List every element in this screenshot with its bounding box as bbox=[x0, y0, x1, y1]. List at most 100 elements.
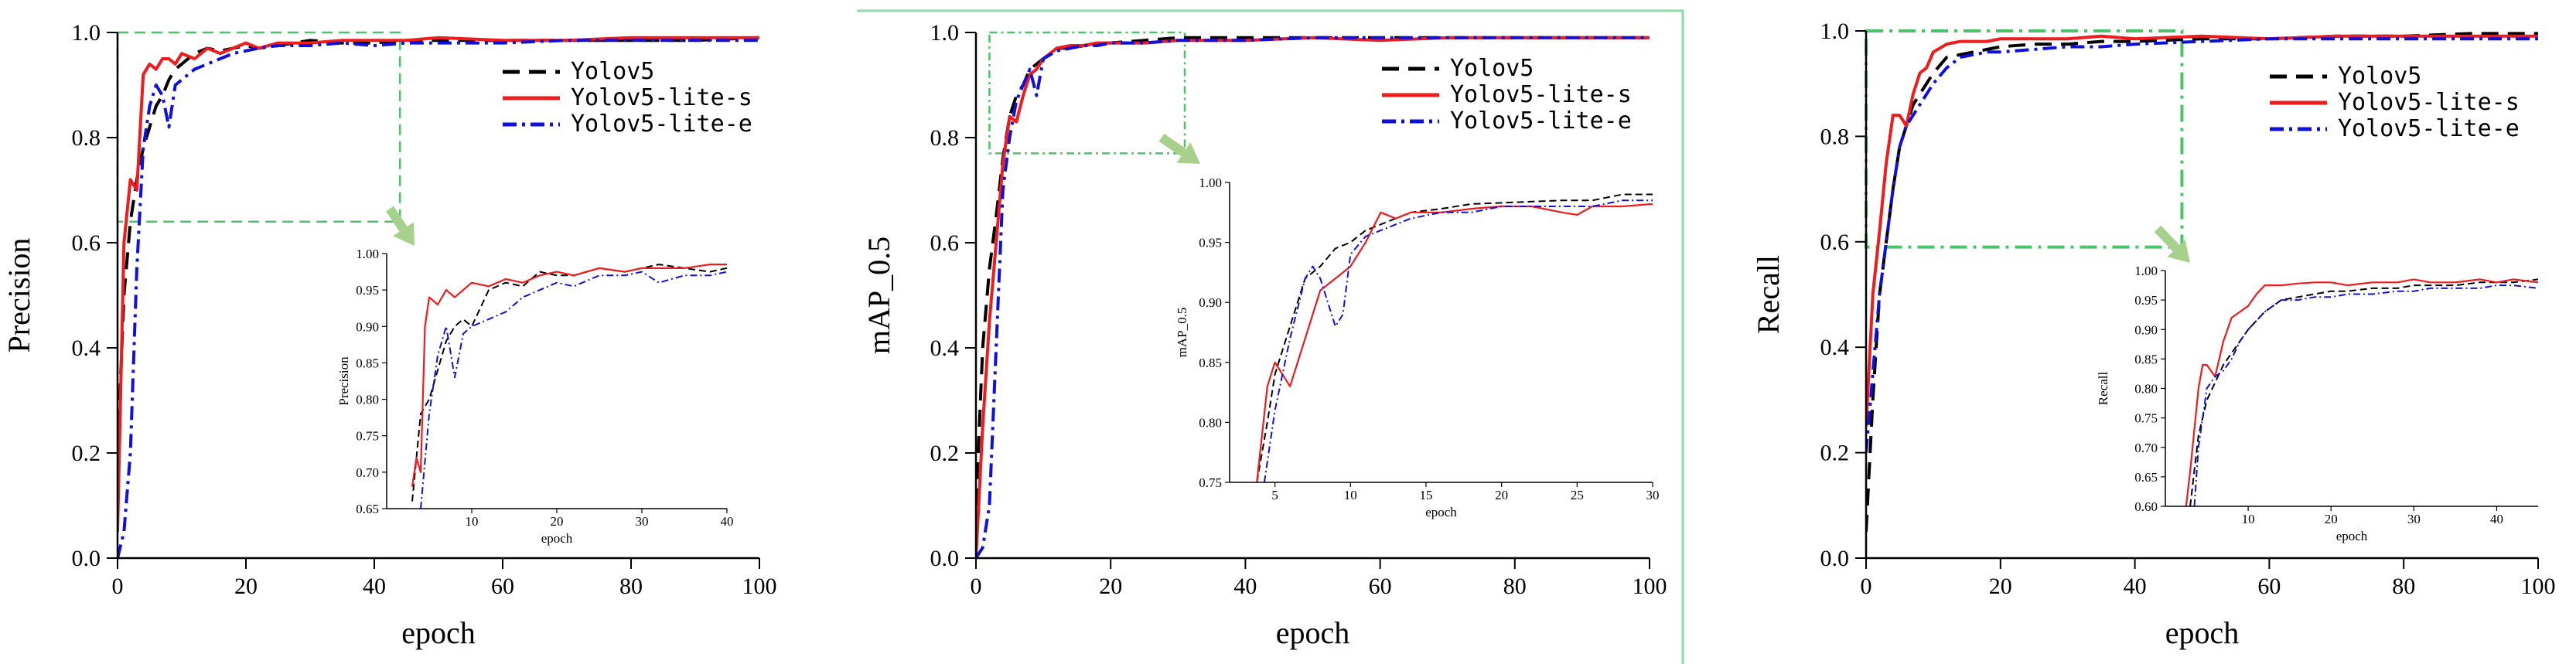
y-axis-label: Precision bbox=[2, 238, 36, 353]
series-line-2 bbox=[976, 36, 1650, 558]
y-tick-label: 0.4 bbox=[72, 335, 101, 361]
zoom-region-box bbox=[1865, 29, 2184, 249]
x-tick-label: 60 bbox=[491, 574, 514, 599]
chart-panel-1: 0 20 40 60 80 100 0.0 0.2 0.4 0.6 0.8 1.0 epoch Preci… bbox=[2, 20, 777, 650]
series-line-2 bbox=[118, 36, 759, 533]
inset-series-line-1 bbox=[411, 264, 727, 502]
inset-y-tick-label: 0.75 bbox=[1199, 475, 1222, 490]
inset-x-tick-label: 10 bbox=[2242, 512, 2255, 526]
y-tick-label: 0.8 bbox=[930, 125, 960, 151]
inset-y-tick-label: 0.85 bbox=[1199, 356, 1222, 370]
x-tick-label: 20 bbox=[1989, 574, 2012, 599]
x-tick-label: 40 bbox=[1233, 574, 1257, 599]
series-group bbox=[118, 36, 759, 558]
inset-series-line-1 bbox=[1256, 193, 1653, 482]
inset-y-tick-label: 0.95 bbox=[1199, 236, 1222, 250]
legend-label-1: Yolov5 bbox=[1450, 55, 1534, 82]
inset-y-axis-label: Recall bbox=[2096, 372, 2110, 406]
series-group bbox=[976, 36, 1650, 558]
y-tick-label: 0.6 bbox=[1820, 230, 1850, 255]
legend-label-3: Yolov5-lite-e bbox=[2338, 115, 2520, 142]
y-tick-label: 0.2 bbox=[1820, 441, 1850, 466]
legend-label-2: Yolov5-lite-s bbox=[2338, 89, 2520, 116]
x-axis-label: epoch bbox=[401, 615, 476, 650]
inset-y-tick-label: 0.80 bbox=[356, 393, 379, 407]
inset-series-line-2 bbox=[1256, 203, 1653, 482]
inset-y-tick-label: 0.80 bbox=[1199, 415, 1222, 430]
inset-x-tick-label: 40 bbox=[2490, 512, 2503, 526]
inset-chart: 10 20 30 40 0.60 0.65 0.70 0.75 0.80 0.85 0.90 0.95… bbox=[2096, 264, 2538, 543]
y-tick-label: 0.2 bbox=[72, 441, 101, 466]
zoom-arrow-head bbox=[393, 222, 415, 246]
inset-y-tick-label: 0.90 bbox=[356, 319, 379, 334]
inset-y-tick-label: 1.00 bbox=[2134, 264, 2158, 278]
y-tick-label: 1.0 bbox=[930, 20, 960, 46]
inset-x-tick-label: 25 bbox=[1571, 488, 1584, 502]
y-tick-label: 1.0 bbox=[72, 20, 101, 46]
inset-y-tick-label: 0.85 bbox=[2134, 352, 2158, 366]
inset-x-tick-label: 10 bbox=[1344, 488, 1357, 502]
chart-panel-2: 0 20 40 60 80 100 0.0 0.2 0.4 0.6 0.8 1.0 epoch mAP_0… bbox=[862, 20, 1667, 650]
x-axis-label: epoch bbox=[2165, 615, 2240, 650]
inset-background bbox=[2165, 271, 2538, 506]
inset-y-tick-label: 0.90 bbox=[1199, 295, 1222, 310]
x-tick-label: 0 bbox=[1861, 574, 1872, 599]
y-tick-label: 0.0 bbox=[1820, 546, 1850, 571]
legend-label-3: Yolov5-lite-e bbox=[1450, 107, 1632, 135]
zoom-arrow-shaft bbox=[1158, 134, 1186, 157]
inset-x-tick-label: 10 bbox=[466, 514, 479, 529]
inset-series-line-3 bbox=[1263, 199, 1653, 482]
panel-frame bbox=[857, 9, 1684, 664]
inset-background bbox=[1230, 182, 1653, 482]
inset-y-tick-label: 0.60 bbox=[2134, 499, 2158, 514]
series-line-3 bbox=[1866, 37, 2538, 453]
inset-series-line-2 bbox=[411, 264, 727, 487]
y-tick-label: 0.0 bbox=[930, 546, 960, 571]
x-tick-label: 40 bbox=[2124, 574, 2147, 599]
inset-y-tick-label: 0.80 bbox=[2134, 382, 2158, 397]
inset-y-tick-label: 0.95 bbox=[2134, 293, 2158, 308]
zoom-arrow-head bbox=[2167, 240, 2190, 263]
inset-series-group bbox=[411, 264, 727, 509]
legend-label-2: Yolov5-lite-s bbox=[571, 84, 752, 111]
y-tick-label: 0.6 bbox=[72, 230, 101, 256]
x-tick-label: 0 bbox=[971, 574, 982, 599]
inset-y-tick-label: 0.90 bbox=[2134, 322, 2158, 337]
inset-x-tick-label: 20 bbox=[2325, 512, 2338, 526]
x-tick-label: 60 bbox=[2257, 574, 2281, 599]
series-line-3 bbox=[118, 39, 759, 558]
inset-x-tick-label: 5 bbox=[1271, 488, 1278, 502]
inset-x-tick-label: 15 bbox=[1419, 488, 1432, 502]
y-tick-label: 0.6 bbox=[930, 230, 960, 256]
y-axis-label: mAP_0.5 bbox=[862, 237, 896, 354]
zoom-arrow-head bbox=[1176, 142, 1200, 164]
series-line-3 bbox=[976, 36, 1650, 558]
inset-x-tick-label: 20 bbox=[1495, 488, 1508, 502]
inset-series-group bbox=[2185, 278, 2538, 506]
inset-series-line-2 bbox=[2185, 278, 2538, 506]
legend-label-1: Yolov5 bbox=[571, 58, 654, 85]
inset-x-axis-label: epoch bbox=[2336, 529, 2368, 543]
inset-x-tick-label: 30 bbox=[1646, 488, 1660, 502]
inset-y-tick-label: 0.75 bbox=[2134, 411, 2158, 426]
inset-series-line-1 bbox=[2189, 278, 2538, 506]
y-tick-label: 0.4 bbox=[930, 335, 960, 361]
inset-background bbox=[387, 254, 727, 509]
x-tick-label: 80 bbox=[619, 574, 643, 599]
x-tick-label: 100 bbox=[1633, 574, 1667, 599]
x-tick-label: 100 bbox=[2521, 574, 2556, 599]
legend-label-1: Yolov5 bbox=[2338, 63, 2421, 90]
inset-series-line-3 bbox=[2193, 284, 2538, 506]
inset-y-axis-label: mAP_0.5 bbox=[1175, 308, 1189, 358]
x-tick-label: 0 bbox=[112, 574, 124, 599]
zoom-region-box bbox=[988, 31, 1186, 155]
legend-label-3: Yolov5-lite-e bbox=[571, 111, 752, 138]
x-tick-label: 80 bbox=[1503, 574, 1527, 599]
inset-x-tick-label: 40 bbox=[721, 514, 734, 529]
x-tick-label: 40 bbox=[363, 574, 386, 599]
inset-y-tick-label: 1.00 bbox=[1199, 175, 1222, 190]
y-tick-label: 0.8 bbox=[1820, 124, 1850, 149]
zoom-arrow-shaft bbox=[386, 206, 408, 232]
x-tick-label: 80 bbox=[2392, 574, 2415, 599]
